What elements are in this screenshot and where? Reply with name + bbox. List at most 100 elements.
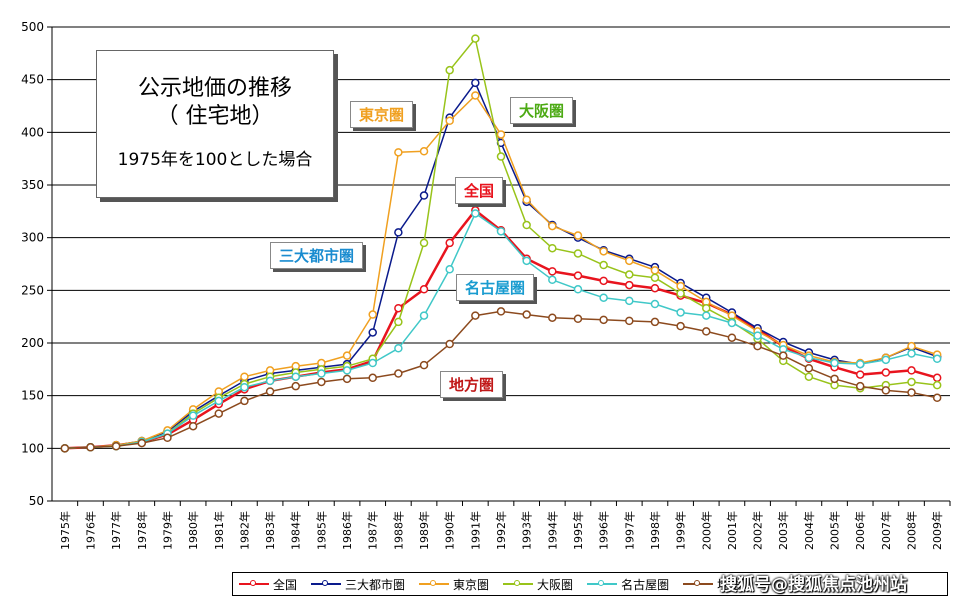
data-point bbox=[240, 372, 249, 381]
data-point bbox=[419, 238, 429, 248]
data-point bbox=[342, 351, 352, 360]
data-point bbox=[548, 313, 557, 322]
data-point bbox=[522, 310, 531, 319]
data-point bbox=[932, 354, 942, 364]
legend-item-nagoya: 名古屋圏 bbox=[587, 576, 669, 593]
data-point bbox=[727, 333, 737, 342]
label-national: 全国 bbox=[455, 177, 504, 204]
x-axis-ticks: 1975年 1976年 1977年 1978年 1979年 1980年 1981年 1982年… bbox=[58, 501, 951, 550]
axes bbox=[51, 27, 950, 502]
legend-label: 全国 bbox=[273, 577, 298, 592]
data-point bbox=[804, 364, 814, 373]
data-point bbox=[60, 444, 70, 453]
data-point bbox=[445, 265, 454, 274]
label-osaka: 大阪圏 bbox=[510, 97, 574, 124]
x-tick-label: 1978年 bbox=[135, 511, 149, 550]
data-point bbox=[548, 221, 557, 231]
data-point bbox=[573, 314, 583, 324]
data-point bbox=[907, 377, 916, 387]
data-point bbox=[291, 372, 300, 381]
legend-swatch bbox=[587, 578, 618, 590]
x-tick-label: 1989年 bbox=[417, 511, 431, 550]
x-tick-label: 1976年 bbox=[83, 511, 97, 550]
data-point bbox=[496, 152, 506, 161]
y-tick-label: 300 bbox=[21, 231, 44, 245]
data-point bbox=[496, 227, 506, 236]
legend-swatch bbox=[419, 578, 450, 590]
data-point bbox=[932, 393, 942, 403]
x-tick-label: 1992年 bbox=[494, 511, 508, 550]
legend-swatch bbox=[503, 578, 534, 590]
data-point bbox=[907, 366, 916, 375]
data-point bbox=[650, 266, 660, 275]
data-point bbox=[394, 303, 403, 313]
data-point bbox=[599, 276, 608, 286]
x-tick-label: 2003年 bbox=[776, 511, 790, 550]
data-point bbox=[625, 296, 634, 306]
data-point bbox=[855, 370, 865, 379]
data-point bbox=[291, 381, 300, 391]
x-tick-label: 1986年 bbox=[340, 511, 354, 550]
data-point bbox=[548, 267, 557, 276]
x-tick-label: 1987年 bbox=[366, 511, 380, 550]
data-point bbox=[214, 396, 224, 406]
data-point bbox=[676, 321, 685, 331]
data-point bbox=[522, 220, 531, 230]
data-point bbox=[471, 311, 480, 320]
data-point bbox=[573, 231, 583, 240]
y-tick-label: 50 bbox=[29, 494, 44, 508]
data-point bbox=[471, 91, 480, 100]
data-point bbox=[650, 317, 660, 327]
legend-item-national: 全国 bbox=[239, 576, 297, 593]
chart-title-box: 公示地価の推移 （ 住宅地） 1975年を100とした場合 bbox=[96, 50, 334, 198]
data-point bbox=[188, 421, 198, 431]
x-tick-label: 2007年 bbox=[879, 511, 893, 550]
x-tick-label: 2008年 bbox=[905, 511, 919, 550]
legend-label: 名古屋圏 bbox=[621, 577, 670, 592]
chart-note: 1975年を100とした場合 bbox=[117, 150, 313, 170]
data-point bbox=[855, 381, 865, 391]
x-tick-label: 1979年 bbox=[160, 511, 174, 550]
data-point bbox=[804, 353, 814, 362]
data-point bbox=[650, 273, 660, 282]
data-point bbox=[855, 359, 865, 369]
data-point bbox=[599, 247, 608, 256]
x-tick-label: 1994年 bbox=[545, 511, 559, 550]
x-tick-label: 1982年 bbox=[237, 511, 251, 550]
label-nagoya: 名古屋圏 bbox=[456, 274, 535, 301]
y-tick-label: 500 bbox=[21, 20, 44, 34]
y-tick-label: 350 bbox=[21, 178, 44, 192]
data-point bbox=[727, 318, 737, 328]
data-point bbox=[471, 78, 480, 88]
x-tick-label: 2009年 bbox=[930, 511, 944, 550]
series-名古屋圏 bbox=[60, 209, 942, 453]
legend-item-osaka: 大阪圏 bbox=[503, 576, 573, 593]
x-tick-label: 1993年 bbox=[520, 511, 534, 550]
data-point bbox=[368, 328, 377, 337]
data-point bbox=[548, 243, 557, 253]
data-point bbox=[240, 396, 249, 406]
label-regional: 地方圏 bbox=[440, 371, 504, 398]
label-three-metro: 三大都市圏 bbox=[270, 242, 364, 269]
data-point bbox=[702, 327, 711, 336]
data-point bbox=[419, 360, 429, 370]
data-point bbox=[163, 433, 172, 443]
chart-subtitle: （ 住宅地） bbox=[156, 104, 274, 129]
x-tick-label: 1990年 bbox=[443, 511, 457, 550]
legend-label: 東京圏 bbox=[453, 577, 490, 592]
data-point bbox=[419, 285, 429, 294]
data-point bbox=[342, 366, 352, 375]
data-point bbox=[368, 310, 377, 319]
data-point bbox=[419, 311, 429, 320]
legend-item-three-metro: 三大都市圏 bbox=[311, 576, 405, 593]
x-tick-label: 1996年 bbox=[597, 511, 611, 550]
x-tick-label: 1984年 bbox=[289, 511, 303, 550]
data-point bbox=[753, 341, 762, 351]
data-point bbox=[394, 317, 403, 327]
data-point bbox=[625, 280, 634, 290]
x-tick-label: 2000年 bbox=[699, 511, 713, 550]
data-point bbox=[548, 275, 557, 285]
legend-item-regional: 地方圏 bbox=[683, 576, 753, 593]
data-point bbox=[907, 341, 916, 351]
